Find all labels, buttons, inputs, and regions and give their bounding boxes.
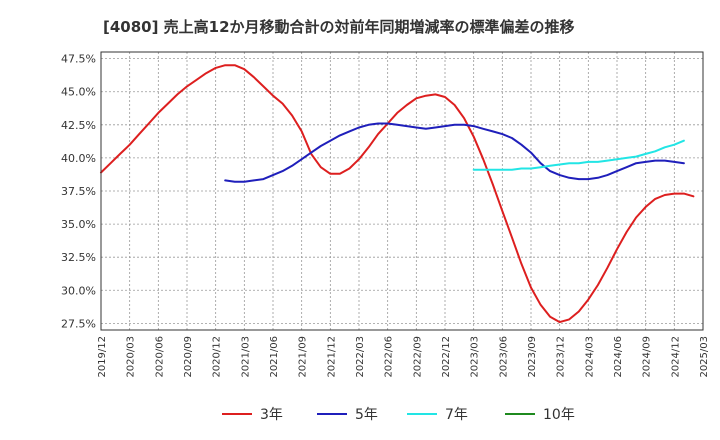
series-line-5年 [224, 122, 685, 183]
x-tick-label: 2020/06 [154, 336, 165, 378]
y-tick-label: 42.5% [61, 119, 96, 132]
x-tick-label: 2022/12 [441, 336, 452, 378]
x-tick-label: 2024/12 [670, 336, 681, 378]
legend-item: 10年 [505, 407, 575, 423]
chart-title: [4080] 売上高12か月移動合計の対前年同期増減率の標準偏差の推移 [103, 18, 575, 36]
legend-label: 5年 [355, 407, 378, 423]
y-tick-label: 35.0% [61, 218, 96, 231]
series-line-7年 [472, 139, 685, 171]
legend-item: 3年 [222, 407, 283, 423]
grid-lines [100, 52, 704, 330]
x-axis-ticks: 2019/12 2020/03 2020/06 2020/09 2020/12 2021/… [97, 336, 710, 378]
x-tick-label: 2019/12 [97, 336, 108, 378]
plot-frame [100, 51, 704, 331]
y-tick-label: 37.5% [61, 185, 96, 198]
x-tick-label: 2024/06 [613, 336, 624, 378]
series-lines [100, 64, 695, 324]
x-tick-label: 2023/12 [556, 336, 567, 378]
x-tick-label: 2022/09 [412, 336, 423, 378]
y-tick-label: 27.5% [61, 317, 96, 330]
legend-item: 7年 [407, 407, 468, 423]
x-tick-label: 2020/03 [126, 336, 137, 378]
y-tick-label: 47.5% [61, 53, 96, 66]
x-tick-label: 2022/03 [355, 336, 366, 378]
x-tick-label: 2021/03 [240, 336, 251, 378]
y-tick-label: 40.0% [61, 152, 96, 165]
x-tick-label: 2023/03 [470, 336, 481, 378]
x-tick-label: 2020/12 [212, 336, 223, 378]
series-line-3年 [100, 64, 695, 324]
y-tick-label: 45.0% [61, 86, 96, 99]
x-tick-label: 2025/03 [699, 336, 710, 378]
x-tick-label: 2022/06 [384, 336, 395, 378]
x-tick-label: 2020/09 [183, 336, 194, 378]
y-tick-label: 30.0% [61, 284, 96, 297]
x-tick-label: 2024/03 [584, 336, 595, 378]
x-tick-label: 2021/12 [326, 336, 337, 378]
x-tick-label: 2024/09 [642, 336, 653, 378]
legend-label: 10年 [543, 407, 575, 423]
x-tick-label: 2023/09 [527, 336, 538, 378]
legend-label: 3年 [260, 407, 283, 423]
legend-label: 7年 [445, 407, 468, 423]
y-tick-label: 32.5% [61, 251, 96, 264]
legend-item: 5年 [317, 407, 378, 423]
x-tick-label: 2023/06 [498, 336, 509, 378]
legend: 3年 5年 7年 10年 [222, 407, 575, 423]
y-axis-ticks: 27.5% 30.0% 32.5% 35.0% 37.5% 40.0% 42.5% 45.0%… [61, 53, 96, 331]
x-tick-label: 2021/09 [298, 336, 309, 378]
x-tick-label: 2021/06 [269, 336, 280, 378]
